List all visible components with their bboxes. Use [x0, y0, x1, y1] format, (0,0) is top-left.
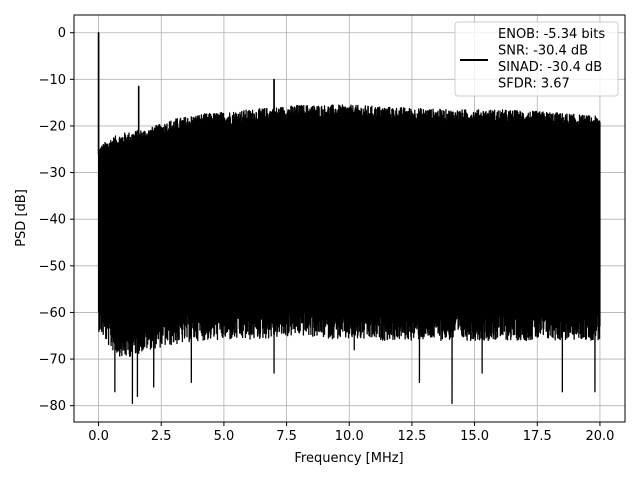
- x-tick-label: 7.5: [276, 429, 297, 444]
- x-tick-label: 2.5: [151, 429, 172, 444]
- legend-entry-line: ENOB: -5.34 bits: [498, 27, 605, 42]
- y-tick-label: 0: [58, 26, 66, 41]
- legend-entry-line: SNR: -30.4 dB: [498, 44, 588, 59]
- y-tick-label: −80: [39, 399, 66, 414]
- legend-entry-line: SFDR: 3.67: [498, 77, 570, 92]
- x-tick-label: 20.0: [585, 429, 614, 444]
- y-tick-label: −30: [39, 166, 66, 181]
- y-tick-label: −50: [39, 259, 66, 274]
- x-tick-label: 5.0: [214, 429, 235, 444]
- x-axis-label: Frequency [MHz]: [294, 451, 403, 466]
- x-tick-label: 15.0: [460, 429, 489, 444]
- x-tick-label: 0.0: [88, 429, 109, 444]
- x-tick-label: 12.5: [397, 429, 426, 444]
- psd-trace: [97, 32, 601, 404]
- legend-box: [454, 21, 619, 97]
- y-tick-label: −70: [39, 353, 66, 368]
- legend-entry-line: SINAD: -30.4 dB: [498, 60, 602, 75]
- y-axis-label: PSD [dB]: [14, 189, 29, 247]
- axes: 0.0 2.5 5.0 7.5 10.0 12.5 15.0 17.5 20.0 0 −10 −20 −…: [39, 14, 626, 444]
- y-tick-label: −20: [39, 119, 66, 134]
- y-tick-label: −60: [39, 306, 66, 321]
- y-tick-label: −10: [39, 73, 66, 88]
- y-tick-label: −40: [39, 213, 66, 228]
- x-tick-label: 17.5: [523, 429, 552, 444]
- psd-series-line: [97, 32, 601, 404]
- x-tick-label: 10.0: [335, 429, 364, 444]
